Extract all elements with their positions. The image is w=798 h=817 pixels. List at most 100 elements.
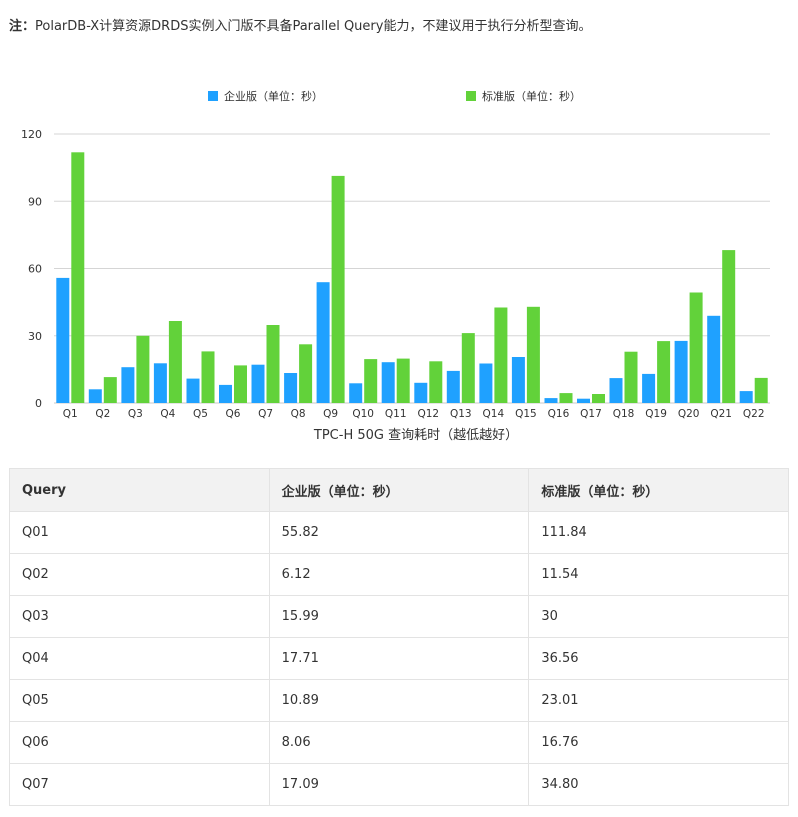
bar (429, 361, 443, 403)
bar (153, 363, 167, 403)
bar (642, 373, 656, 403)
table-row: Q04 17.71 36.56 (9, 637, 789, 680)
bar (722, 250, 736, 403)
bar (609, 378, 623, 403)
bar (461, 333, 475, 403)
y-tick-label: 90 (28, 195, 42, 208)
x-tick-label: Q15 (515, 408, 537, 420)
bar (624, 351, 638, 403)
bar (136, 335, 150, 404)
table-row: Q02 6.12 11.54 (9, 553, 789, 596)
y-tick-label: 60 (28, 263, 42, 276)
cell-standard: 36.56 (528, 637, 789, 680)
note-prefix: 注： (9, 19, 36, 34)
cell-enterprise: 15.99 (268, 595, 530, 638)
cell-enterprise: 17.09 (268, 763, 530, 806)
x-tick-label: Q2 (95, 408, 110, 420)
bar (316, 282, 330, 403)
bar (526, 306, 540, 403)
x-tick-label: Q1 (63, 408, 78, 420)
x-tick-label: Q17 (580, 408, 602, 420)
x-tick-label: Q7 (258, 408, 273, 420)
table-row: Q01 55.82 111.84 (9, 511, 789, 554)
x-tick-label: Q20 (678, 408, 700, 420)
bar (299, 344, 313, 403)
cell-query: Q01 (9, 511, 270, 554)
bar (219, 384, 232, 403)
y-tick-label: 120 (21, 128, 42, 141)
table-row: Q07 17.09 34.80 (9, 763, 789, 806)
table-row: Q03 15.99 30 (9, 595, 789, 638)
x-tick-label: Q6 (226, 408, 241, 420)
table-row: Q05 10.89 23.01 (9, 679, 789, 722)
bar (103, 377, 117, 403)
bar (739, 391, 753, 403)
bar (544, 398, 558, 403)
bar (71, 152, 85, 403)
bar (559, 393, 573, 403)
bar (331, 175, 345, 403)
bar (349, 383, 363, 403)
bar (201, 351, 215, 403)
bar (284, 373, 298, 403)
bar (168, 321, 182, 403)
bar (754, 377, 768, 403)
bar (494, 307, 508, 403)
cell-query: Q02 (9, 553, 270, 596)
table-header-row: Query 企业版（单位：秒） 标准版（单位：秒） (9, 468, 789, 512)
cell-standard: 30 (528, 595, 789, 638)
bar (381, 362, 395, 403)
x-tick-label: Q10 (352, 408, 374, 420)
legend-label: 标准版（单位：秒） (482, 89, 581, 103)
cell-standard: 11.54 (528, 553, 789, 596)
cell-standard: 111.84 (528, 511, 789, 554)
table-row: Q06 8.06 16.76 (9, 721, 789, 764)
bar (689, 292, 703, 403)
cell-enterprise: 17.71 (268, 637, 530, 680)
x-tick-label: Q12 (417, 408, 439, 420)
cell-query: Q05 (9, 679, 270, 722)
cell-query: Q06 (9, 721, 270, 764)
header-enterprise: 企业版（单位：秒） (268, 468, 530, 512)
bar (88, 389, 102, 403)
cell-enterprise: 10.89 (268, 679, 530, 722)
bar (396, 358, 410, 403)
cell-standard: 23.01 (528, 679, 789, 722)
x-tick-label: Q22 (743, 408, 765, 420)
cell-standard: 34.80 (528, 763, 789, 806)
x-tick-label: Q13 (450, 408, 472, 420)
x-tick-label: Q21 (710, 408, 732, 420)
bar (674, 340, 688, 403)
bar (56, 277, 70, 403)
x-tick-label: Q8 (291, 408, 306, 420)
cell-enterprise: 55.82 (268, 511, 530, 554)
bar (234, 365, 247, 403)
bar (707, 315, 721, 403)
bar (511, 357, 525, 403)
x-tick-label: Q18 (613, 408, 635, 420)
x-tick-label: Q19 (645, 408, 667, 420)
x-tick-label: Q14 (483, 408, 505, 420)
header-query: Query (9, 468, 270, 512)
note-text: 注：PolarDB-X计算资源DRDS实例入门版不具备Parallel Quer… (9, 15, 591, 34)
cell-enterprise: 6.12 (268, 553, 530, 596)
x-tick-label: Q3 (128, 408, 143, 420)
y-tick-label: 0 (35, 397, 42, 410)
header-standard: 标准版（单位：秒） (528, 468, 789, 512)
bar (446, 370, 460, 403)
x-tick-label: Q9 (323, 408, 338, 420)
bar (479, 363, 493, 403)
bar (364, 359, 378, 403)
bar (657, 341, 671, 403)
cell-query: Q03 (9, 595, 270, 638)
bar (186, 378, 200, 403)
x-tick-label: Q4 (160, 408, 175, 420)
results-table: Query 企业版（单位：秒） 标准版（单位：秒） Q01 55.82 111.… (9, 468, 789, 806)
cell-query: Q07 (9, 763, 270, 806)
x-tick-label: Q5 (193, 408, 208, 420)
x-tick-label: Q16 (548, 408, 570, 420)
bar (251, 364, 265, 403)
bar (266, 325, 280, 403)
note-body: PolarDB-X计算资源DRDS实例入门版不具备Parallel Query能… (35, 19, 592, 34)
cell-query: Q04 (9, 637, 270, 680)
